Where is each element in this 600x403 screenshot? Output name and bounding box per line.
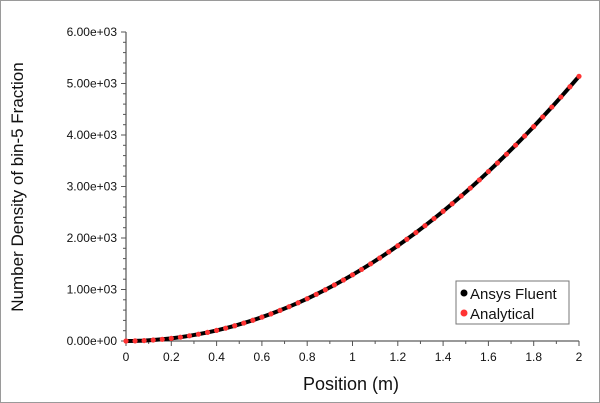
x-tick-label: 1.6 — [480, 350, 497, 364]
y-tick-label: 6.00e+03 — [67, 25, 118, 39]
analytical-point — [295, 300, 301, 306]
y-tick-label: 1.00e+03 — [67, 283, 118, 297]
analytical-point — [241, 320, 247, 326]
legend-label-ansys-fluent: Ansys Fluent — [470, 286, 558, 303]
analytical-point — [214, 327, 220, 333]
analytical-point — [250, 317, 256, 323]
analytical-point — [223, 325, 229, 331]
analytical-point — [531, 124, 537, 130]
analytical-point — [368, 261, 374, 267]
x-tick-label: 1 — [349, 350, 356, 364]
x-axis-label: Position (m) — [303, 374, 399, 394]
legend: Ansys Fluent Analytical — [455, 280, 570, 325]
analytical-point — [268, 311, 274, 317]
x-tick-label: 2 — [576, 350, 583, 364]
analytical-point — [304, 296, 310, 302]
analytical-point — [204, 329, 211, 335]
analytical-point — [395, 243, 401, 249]
x-tick-label: 0.8 — [299, 350, 316, 364]
analytical-point — [132, 338, 138, 344]
analytical-point — [313, 291, 319, 297]
analytical-point — [549, 104, 555, 110]
legend-marker-ansys-fluent — [460, 289, 468, 297]
analytical-point — [558, 94, 564, 100]
analytical-point — [485, 168, 491, 175]
y-tick-label: 0.00e+00 — [67, 334, 118, 348]
analytical-point — [476, 177, 482, 183]
y-tick-label: 3.00e+03 — [67, 180, 118, 194]
x-tick-label: 1.8 — [525, 350, 542, 364]
analytical-point — [522, 133, 528, 139]
x-tick-label: 0.6 — [254, 350, 271, 364]
analytical-point — [150, 337, 156, 343]
analytical-point — [159, 336, 165, 342]
analytical-point — [567, 84, 573, 90]
analytical-point — [177, 334, 183, 340]
x-tick-label: 1.2 — [389, 350, 406, 364]
analytical-point — [358, 266, 365, 273]
analytical-point — [422, 223, 428, 229]
y-tick-label: 2.00e+03 — [67, 231, 118, 245]
analytical-point — [186, 333, 193, 339]
analytical-point — [458, 193, 464, 199]
analytical-point — [340, 277, 347, 283]
x-tick-label: 1.4 — [435, 350, 452, 364]
analytical-point — [404, 236, 410, 242]
legend-box — [455, 280, 570, 325]
y-tick-label: 5.00e+03 — [67, 77, 118, 91]
analytical-point — [512, 142, 519, 148]
analytical-point — [413, 229, 419, 236]
analytical-point — [386, 249, 392, 255]
analytical-point — [195, 331, 202, 337]
analytical-point — [331, 282, 337, 288]
analytical-point — [377, 255, 383, 261]
analytical-point — [440, 208, 446, 214]
analytical-point — [503, 151, 510, 157]
analytical-point — [449, 201, 455, 207]
analytical-point — [467, 185, 473, 191]
x-tick-label: 0.4 — [208, 350, 225, 364]
x-tick-label: 0.2 — [163, 350, 180, 364]
analytical-point — [431, 215, 437, 222]
analytical-point — [576, 73, 582, 79]
x-tick-label: 0 — [123, 350, 130, 364]
analytical-point — [259, 314, 265, 320]
legend-label-analytical: Analytical — [470, 306, 534, 323]
analytical-point — [322, 287, 328, 293]
analytical-point — [540, 114, 546, 120]
analytical-point — [494, 160, 501, 166]
analytical-point — [277, 307, 283, 314]
y-axis-label: Number Density of bin-5 Fraction — [8, 62, 27, 311]
analytical-point — [349, 272, 356, 278]
analytical-point — [168, 335, 174, 341]
analytical-point — [286, 304, 292, 310]
legend-marker-analytical — [460, 309, 468, 317]
analytical-point — [123, 338, 129, 344]
y-tick-label: 4.00e+03 — [67, 128, 118, 142]
analytical-point — [232, 323, 238, 329]
analytical-point — [141, 337, 147, 344]
